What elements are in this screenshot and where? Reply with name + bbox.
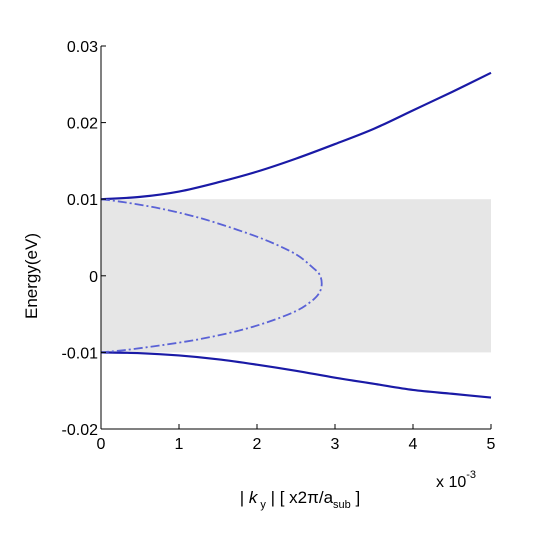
x-multiplier-base: x 10: [436, 474, 466, 491]
tick-layer: 0 1 2 3 4 5 -0.02 -0.01 0 0.01 0.02 0.03: [62, 39, 496, 453]
x-label-k: k: [249, 488, 259, 507]
x-tick-label: 1: [175, 436, 184, 453]
x-label-sub-y: y: [260, 499, 266, 511]
x-label-sub-sub: sub: [333, 499, 351, 511]
series-line-3: [100, 198, 323, 354]
series-layer: [100, 71, 492, 399]
series-line-2: [100, 351, 492, 399]
x-multiplier-exponent: -3: [466, 469, 476, 481]
y-tick-label: -0.02: [62, 422, 99, 439]
x-multiplier: x 10-3: [436, 469, 476, 491]
y-tick-label: -0.01: [62, 345, 99, 362]
x-tick-label: 0: [97, 436, 106, 453]
y-axis-label: Energy(eV): [22, 233, 41, 319]
y-tick-label: 0.03: [67, 39, 98, 56]
y-tick-label: 0.02: [67, 116, 98, 133]
x-label-prefix: |: [240, 488, 249, 507]
x-tick-label: 3: [331, 436, 340, 453]
x-tick-label: 2: [253, 436, 262, 453]
x-label-middle: | [ x2π/a: [266, 488, 334, 507]
series-line-1: [100, 71, 492, 201]
y-tick-label: 0.01: [67, 192, 98, 209]
x-label-suffix: ]: [351, 488, 360, 507]
x-tick-label: 4: [409, 436, 418, 453]
x-tick-label: 5: [487, 436, 496, 453]
band-gap-region: [101, 199, 491, 353]
y-tick-label: 0: [89, 269, 98, 286]
